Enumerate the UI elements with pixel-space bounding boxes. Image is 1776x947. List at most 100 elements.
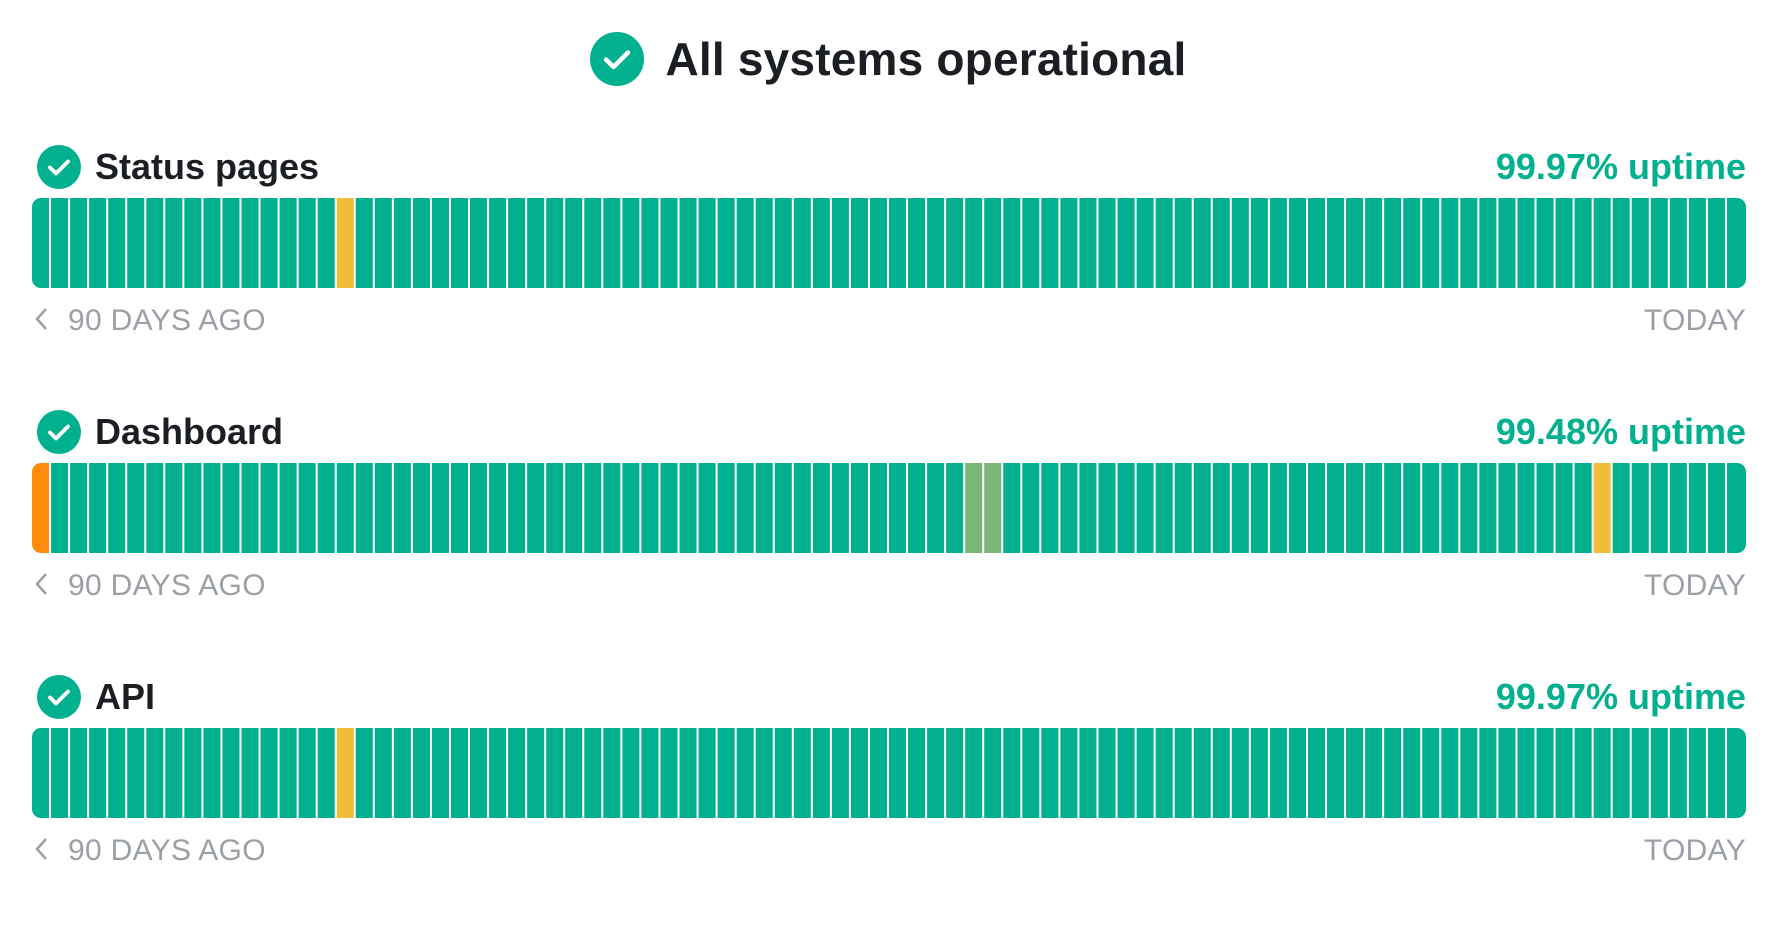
uptime-day-segment[interactable] [1517,198,1535,288]
uptime-day-segment[interactable] [850,463,868,553]
uptime-day-segment[interactable] [717,198,735,288]
uptime-day-segment[interactable] [1117,728,1135,818]
uptime-day-segment[interactable] [1707,728,1725,818]
uptime-day-segment[interactable] [1041,728,1059,818]
uptime-day-segment[interactable] [1060,728,1078,818]
uptime-day-segment[interactable] [793,463,811,553]
uptime-day-segment[interactable] [755,728,773,818]
uptime-day-segment[interactable] [222,728,240,818]
uptime-day-segment[interactable] [431,463,449,553]
uptime-day-segment[interactable] [1288,463,1306,553]
uptime-day-segment[interactable] [889,728,907,818]
uptime-day-segment[interactable] [1707,463,1725,553]
uptime-day-segment[interactable] [393,728,411,818]
uptime-day-segment[interactable] [1555,728,1573,818]
uptime-day-segment[interactable] [774,463,792,553]
uptime-day-segment[interactable] [1003,728,1021,818]
uptime-day-segment[interactable] [355,198,373,288]
uptime-day-segment[interactable] [698,198,716,288]
uptime-day-segment[interactable] [584,728,602,818]
uptime-day-segment[interactable] [1174,728,1192,818]
uptime-day-segment[interactable] [584,198,602,288]
uptime-day-segment[interactable] [1479,463,1497,553]
uptime-day-segment[interactable] [222,463,240,553]
uptime-day-segment[interactable] [850,728,868,818]
uptime-day-segment[interactable] [355,728,373,818]
uptime-day-segment[interactable] [412,198,430,288]
uptime-day-segment[interactable] [146,198,164,288]
uptime-day-segment[interactable] [203,198,221,288]
uptime-day-segment[interactable] [1688,728,1706,818]
uptime-day-segment[interactable] [1327,728,1345,818]
uptime-day-segment[interactable] [89,463,107,553]
uptime-day-segment[interactable] [1688,198,1706,288]
uptime-day-segment[interactable] [1346,198,1364,288]
uptime-day-segment[interactable] [1422,198,1440,288]
uptime-day-segment[interactable] [1250,728,1268,818]
uptime-day-segment[interactable] [1441,463,1459,553]
uptime-day-segment[interactable] [1269,728,1287,818]
chevron-left-icon[interactable] [32,569,54,599]
uptime-day-segment[interactable] [1574,463,1592,553]
uptime-day-segment[interactable] [1612,198,1630,288]
uptime-day-segment[interactable] [565,198,583,288]
uptime-day-segment[interactable] [565,728,583,818]
uptime-day-segment[interactable] [508,463,526,553]
uptime-day-segment[interactable] [622,463,640,553]
uptime-day-segment[interactable] [1365,728,1383,818]
uptime-day-segment[interactable] [1327,463,1345,553]
uptime-day-segment[interactable] [1441,728,1459,818]
uptime-day-segment[interactable] [508,198,526,288]
uptime-day-segment[interactable] [1155,198,1173,288]
uptime-day-segment[interactable] [1155,728,1173,818]
uptime-day-segment[interactable] [393,198,411,288]
uptime-day-segment[interactable] [1193,198,1211,288]
uptime-day-segment[interactable] [489,198,507,288]
uptime-day-segment[interactable] [165,463,183,553]
uptime-day-segment[interactable] [260,728,278,818]
uptime-day-segment[interactable] [1117,463,1135,553]
uptime-day-segment[interactable] [1669,463,1687,553]
uptime-day-segment[interactable] [146,728,164,818]
uptime-day-segment[interactable] [450,728,469,818]
uptime-day-segment[interactable] [946,463,964,553]
uptime-day-segment[interactable] [1441,198,1459,288]
uptime-day-segment[interactable] [1022,198,1040,288]
uptime-day-segment[interactable] [641,463,659,553]
uptime-day-segment[interactable] [1517,463,1535,553]
uptime-day-segment[interactable] [736,198,754,288]
uptime-day-segment[interactable] [831,728,849,818]
uptime-day-segment[interactable] [1307,463,1326,553]
uptime-day-segment[interactable] [679,198,697,288]
uptime-day-segment[interactable] [470,198,488,288]
uptime-day-segment[interactable] [1212,463,1230,553]
uptime-day-segment[interactable] [1136,198,1154,288]
uptime-day-segment[interactable] [1460,728,1478,818]
uptime-day-segment[interactable] [127,728,145,818]
uptime-day-segment[interactable] [603,463,621,553]
uptime-day-segment[interactable] [1593,728,1611,818]
uptime-day-segment[interactable] [1726,198,1746,288]
uptime-day-segment[interactable] [1041,463,1059,553]
uptime-day-segment[interactable] [317,198,335,288]
uptime-day-segment[interactable] [1422,463,1440,553]
uptime-day-segment[interactable] [736,728,754,818]
uptime-day-segment[interactable] [546,198,564,288]
uptime-day-segment[interactable] [279,728,297,818]
uptime-day-segment[interactable] [889,463,907,553]
uptime-day-segment[interactable] [1079,198,1097,288]
uptime-day-segment[interactable] [1288,198,1306,288]
uptime-day-segment[interactable] [89,198,107,288]
uptime-day-segment[interactable] [1307,728,1326,818]
uptime-day-segment[interactable] [184,463,202,553]
uptime-day-segment[interactable] [1098,463,1116,553]
uptime-day-segment[interactable] [412,463,430,553]
uptime-day-segment[interactable] [241,728,259,818]
uptime-day-segment[interactable] [1269,463,1287,553]
uptime-day-segment[interactable] [374,728,392,818]
uptime-bar[interactable] [32,198,1746,288]
uptime-day-segment[interactable] [1650,463,1668,553]
uptime-day-segment[interactable] [869,198,887,288]
uptime-day-segment[interactable] [1365,463,1383,553]
uptime-day-segment[interactable] [431,728,449,818]
